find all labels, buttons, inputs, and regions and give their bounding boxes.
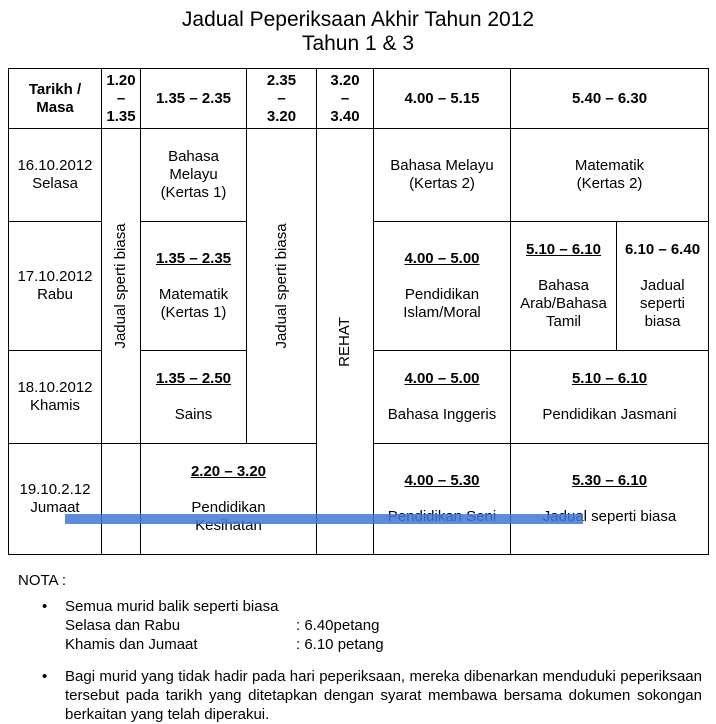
cell-rabu-bahasa-arab-tamil: 5.10 – 6.10 Bahasa Arab/Bahasa Tamil: [510, 221, 617, 351]
exam-subject: Bahasa Inggeris: [387, 406, 497, 423]
exam-subject: Sains: [174, 406, 213, 423]
exam-time: 2.20 – 3.20: [190, 463, 267, 480]
row-rabu: 17.10.2012 Rabu 1.35 – 2.35 Matematik (K…: [8, 221, 710, 351]
header-cell-time-135-235: 1.35 – 2.35: [140, 68, 247, 129]
date-cell-rabu: 17.10.2012 Rabu: [8, 221, 102, 351]
cell-rabu-jadual-seperti-biasa: 6.10 – 6.40 Jadual seperti biasa: [615, 221, 710, 351]
exam-time: 5.10 – 6.10: [571, 370, 648, 387]
document-title: Jadual Peperiksaan Akhir Tahun 2012 Tahu…: [0, 0, 716, 56]
header-row: Tarikh / Masa 1.20 – 1.35 1.35 – 2.35 2.…: [8, 68, 710, 129]
exam-subject: Matematik (Kertas 1): [158, 286, 229, 321]
exam-subject: Pendidikan Islam/Moral: [403, 286, 481, 321]
cell-jumaat-jadual-seperti-biasa: 5.30 – 6.10 Jadual seperti biasa: [509, 443, 710, 555]
exam-time: 4.00 – 5.00: [404, 250, 480, 267]
exam-time: 5.30 – 6.10: [571, 472, 648, 489]
vertical-text-jadual-left: Jadual sperti biasa: [112, 223, 129, 349]
exam-time: 5.10 – 6.10: [525, 241, 602, 258]
header-cell-time-120-135: 1.20 – 1.35: [101, 68, 141, 129]
note-line: Semua murid balik seperti biasa: [65, 598, 279, 615]
exam-time: 4.00 – 5.30: [404, 472, 480, 489]
note-row-khamis-jumaat: Khamis dan Jumaat : 6.10 petang: [65, 635, 702, 654]
nota-section: NOTA : Semua murid balik seperti biasa S…: [18, 571, 702, 724]
note-row-value: : 6.40petang: [296, 617, 380, 634]
header-cell-time-540-630: 5.40 – 6.30: [509, 68, 710, 129]
note-item-2-content: Bagi murid yang tidak hadir pada hari pe…: [65, 668, 702, 723]
cell-khamis-pendidikan-jasmani: 5.10 – 6.10 Pendidikan Jasmani: [509, 350, 710, 444]
header-cell-time-235-320: 2.35 – 3.20: [246, 68, 317, 129]
vertical-cell-jadual-left: Jadual sperti biasa: [101, 128, 141, 444]
title-line-1: Jadual Peperiksaan Akhir Tahun 2012: [181, 8, 535, 31]
note-row-value: : 6.10 petang: [296, 636, 384, 653]
cell-khamis-bahasa-inggeris: 4.00 – 5.00 Bahasa Inggeris: [373, 350, 511, 444]
cell-selasa-bahasa-melayu-k1: Bahasa Melayu (Kertas 1): [140, 128, 247, 222]
date-cell-selasa: 16.10.2012 Selasa: [8, 128, 102, 222]
cell-selasa-bahasa-melayu-k2: Bahasa Melayu (Kertas 2): [373, 128, 511, 222]
exam-subject: Matematik (Kertas 2): [574, 157, 645, 192]
vertical-cell-jadual-mid: Jadual sperti biasa: [246, 128, 317, 444]
vertical-text-rehat: REHAT: [336, 316, 353, 367]
exam-time: 1.35 – 2.35: [155, 250, 232, 267]
header-cell-time-320-340: 3.20 – 3.40: [316, 68, 374, 129]
exam-time: 4.00 – 5.00: [404, 370, 480, 387]
exam-subject: Jadual seperti biasa: [639, 277, 686, 330]
note-item-1: Semua murid balik seperti biasa Selasa d…: [18, 597, 702, 654]
note-row-label: Khamis dan Jumaat: [65, 636, 198, 653]
bullet-icon: [42, 597, 65, 654]
nota-heading: NOTA :: [18, 572, 67, 589]
vertical-text-jadual-mid: Jadual sperti biasa: [272, 223, 290, 349]
row-selasa: 16.10.2012 Selasa Jadual sperti biasa Ba…: [8, 128, 710, 555]
exam-subject: Bahasa Melayu (Kertas 2): [390, 157, 494, 192]
row-khamis: 18.10.2012 Khamis 1.35 – 2.50 Sains 4.00…: [8, 350, 710, 444]
note-item-2: Bagi murid yang tidak hadir pada hari pe…: [18, 667, 702, 724]
cell-selasa-matematik-k2: Matematik (Kertas 2): [509, 128, 710, 222]
cell-jumaat-pendidikan-seni: 4.00 – 5.30 Pendidikan Seni: [373, 443, 511, 555]
vertical-cell-rehat: REHAT: [316, 128, 374, 555]
title-line-2: Tahun 1 & 3: [301, 32, 415, 55]
cell-rabu-pendidikan-islam-moral: 4.00 – 5.00 Pendidikan Islam/Moral: [373, 221, 511, 351]
date-cell-jumaat: 19.10.2.12 Jumaat: [8, 443, 102, 555]
note-row-selasa-rabu: Selasa dan Rabu : 6.40petang: [65, 616, 702, 635]
exam-time: 6.10 – 6.40: [624, 241, 701, 258]
exam-subject: Bahasa Arab/Bahasa Tamil: [520, 277, 607, 330]
exam-timetable: Tarikh / Masa 1.20 – 1.35 1.35 – 2.35 2.…: [8, 68, 710, 555]
exam-time: 1.35 – 2.50: [155, 370, 232, 387]
note-item-1-content: Semua murid balik seperti biasa Selasa d…: [65, 597, 702, 654]
bullet-icon: [42, 667, 65, 724]
cell-rabu-matematik-k1: 1.35 – 2.35 Matematik (Kertas 1): [140, 221, 247, 351]
cell-jumaat-pendidikan-kesihatan: 2.20 – 3.20 Pendidikan Kesihatan: [140, 443, 317, 555]
date-cell-khamis: 18.10.2012 Khamis: [8, 350, 102, 444]
header-cell-tarikh-masa: Tarikh / Masa: [8, 68, 102, 129]
note-row-label: Selasa dan Rabu: [65, 617, 181, 634]
header-cell-time-400-515: 4.00 – 5.15: [373, 68, 511, 129]
exam-subject: Pendidikan Jasmani: [542, 406, 677, 423]
exam-subject: Bahasa Melayu (Kertas 1): [160, 148, 227, 201]
selection-highlight-bar: [65, 514, 583, 524]
cell-khamis-sains: 1.35 – 2.50 Sains: [140, 350, 247, 444]
empty-cell: [101, 443, 141, 555]
